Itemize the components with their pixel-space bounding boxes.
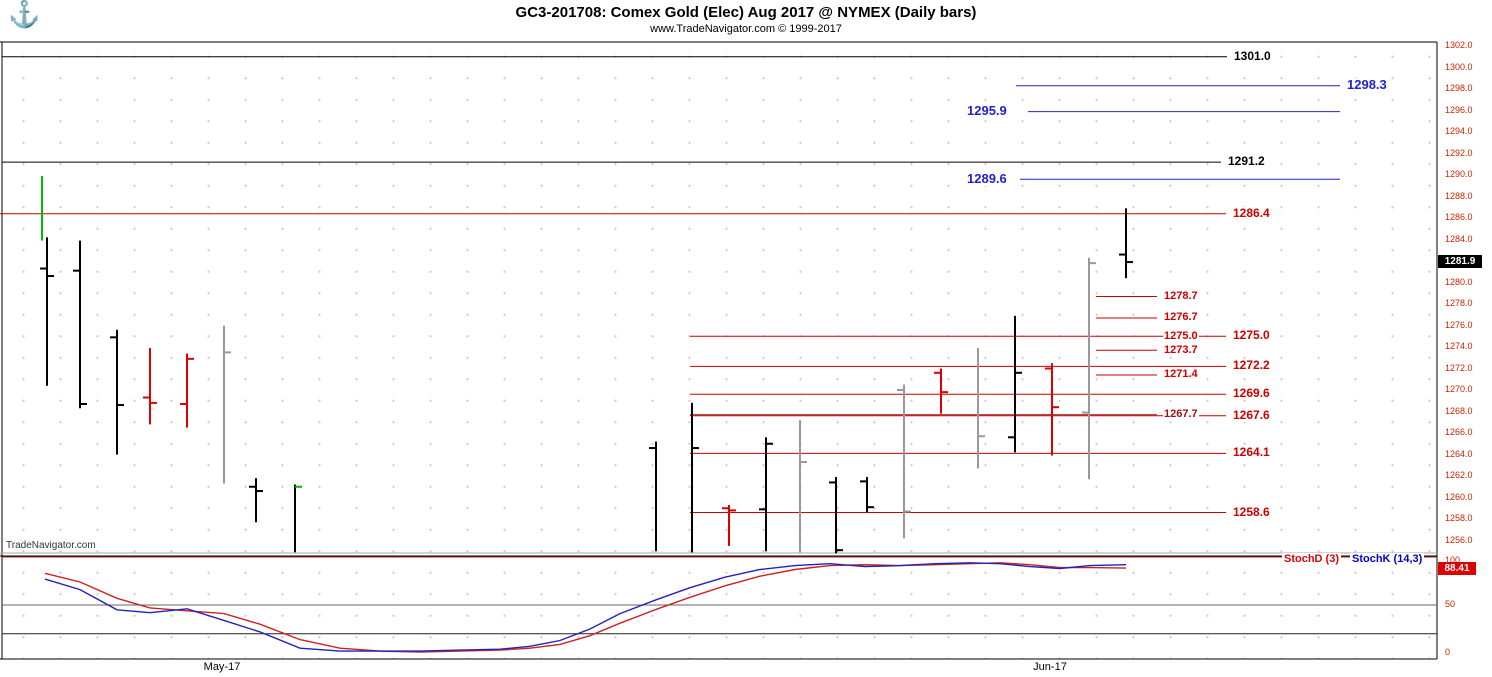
stoch-d-legend[interactable]: StochD (3) xyxy=(1282,553,1341,566)
watermark: TradeNavigator.com xyxy=(6,540,96,551)
time-axis-label: Jun-17 xyxy=(1033,661,1067,673)
chart-title: GC3-201708: Comex Gold (Elec) Aug 2017 @… xyxy=(515,4,977,21)
tradenavigator-anchor-logo-icon: ⚓ xyxy=(8,0,41,29)
stoch-value-badge: 88.41 xyxy=(1438,562,1476,576)
price-axis[interactable] xyxy=(1438,42,1492,677)
last-price-badge: 1281.9 xyxy=(1438,255,1482,269)
price-chart-surface[interactable] xyxy=(2,42,1437,659)
time-axis-label: May-17 xyxy=(203,661,241,673)
chart-subtitle: www.TradeNavigator.com © 1999-2017 xyxy=(650,23,842,35)
stoch-k-legend[interactable]: StochK (14,3) xyxy=(1350,553,1425,566)
